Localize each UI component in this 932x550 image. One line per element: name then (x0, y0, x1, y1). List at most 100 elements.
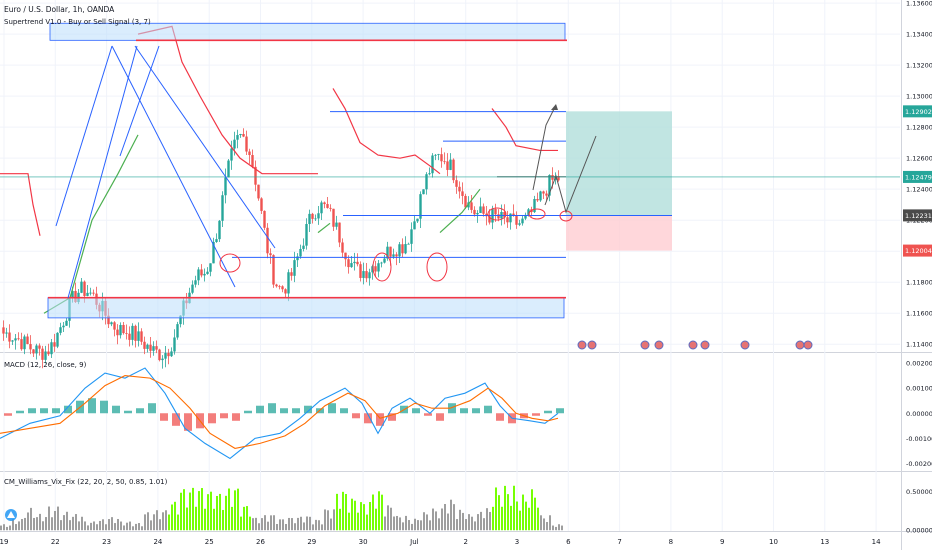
vix-fix-bar (27, 512, 29, 531)
candle (260, 197, 263, 214)
event-flag-icon[interactable] (688, 340, 698, 350)
candle (539, 190, 542, 202)
candle-body (263, 210, 266, 228)
vix-fix-bar (135, 523, 137, 531)
event-flag-icon[interactable] (795, 340, 805, 350)
macd-histogram-bar (448, 403, 456, 414)
vix-fix-bar (285, 524, 287, 531)
vix-fix-bar (432, 508, 434, 531)
vix-fix-bar (177, 514, 179, 531)
vix-fix-bar (444, 504, 446, 531)
vix-fix-bar (258, 523, 260, 531)
price-tick-label: 1.13400 (906, 31, 932, 39)
candle-body (362, 271, 365, 278)
vix-fix-bar (90, 522, 92, 531)
candle (134, 324, 137, 348)
macd-histogram-bar (436, 413, 444, 421)
macd-signal-line (0, 375, 559, 449)
time-tick-label: 9 (720, 538, 724, 546)
macd-histogram-bar (148, 403, 156, 414)
candle (332, 208, 335, 231)
candle-body (428, 173, 431, 175)
candle-body (329, 207, 332, 209)
candle (452, 158, 455, 184)
candle (275, 283, 278, 288)
macd-histogram-bar (208, 413, 216, 424)
candle (149, 337, 152, 358)
macd-tick-label: 0.00000 (906, 410, 932, 418)
vix-fix-bar (351, 498, 353, 531)
candle (176, 321, 179, 340)
candle-body (260, 198, 263, 211)
candle-body (404, 244, 407, 254)
vix-fix-bar (357, 512, 359, 531)
vix-fix-bar (507, 494, 509, 531)
vix-fix-bar (87, 525, 89, 531)
vix-fix-bar (441, 508, 443, 531)
candle (38, 343, 41, 356)
tradingview-logo-icon (5, 509, 17, 521)
time-tick-label: 29 (307, 538, 316, 546)
vix-fix-bar (21, 519, 23, 531)
price-badge (903, 244, 932, 257)
candle (284, 288, 287, 298)
candle-body (128, 333, 131, 340)
event-flag-icon[interactable] (577, 340, 587, 350)
candle (323, 201, 326, 209)
vix-fix-bar (54, 510, 56, 531)
candle-body (257, 184, 260, 199)
supertrend-up-line (43, 134, 139, 314)
event-flag-icon[interactable] (700, 340, 710, 350)
candle (278, 284, 281, 290)
candle (341, 238, 344, 258)
vix-fix-bar (69, 520, 71, 531)
price-badge-label: 1.12902 (905, 108, 932, 116)
candle (395, 252, 398, 266)
vix-fix-bar (219, 493, 221, 531)
vix-fix-bar (150, 520, 152, 531)
vix-fix-bar (36, 517, 38, 531)
event-flag-icon[interactable] (803, 340, 813, 350)
vix-fix-bar (279, 519, 281, 531)
candle (470, 194, 473, 214)
candle (191, 280, 194, 295)
candle-body (506, 217, 509, 223)
swing-low-marker (219, 253, 241, 273)
candle (458, 181, 461, 199)
time-tick-label: 14 (872, 538, 881, 546)
vix-fix-bar (435, 511, 437, 531)
candle (2, 320, 5, 341)
candle-body (299, 248, 302, 257)
vix-fix-bar (153, 514, 155, 531)
candle (236, 129, 239, 149)
vix-fix-bar (198, 491, 200, 531)
candle (155, 340, 158, 354)
event-flag-icon[interactable] (640, 340, 650, 350)
candle (371, 264, 374, 280)
vix-fix-bar (48, 506, 50, 531)
candle (29, 335, 32, 355)
candle-body (536, 199, 539, 201)
candle-body (107, 315, 110, 325)
macd-histogram-bar (424, 413, 432, 416)
macd-tick-label: -0.00100 (906, 435, 932, 443)
candle-body (482, 206, 485, 214)
vix-fix-bar (15, 524, 17, 531)
event-flag-icon[interactable] (587, 340, 597, 350)
candle (239, 133, 242, 138)
candle-body (212, 241, 215, 264)
trend-channel-line (111, 45, 236, 288)
candle-body (548, 175, 551, 196)
vix-fix-bar (312, 524, 314, 531)
candle-body (311, 213, 314, 219)
vix-fix-bar (108, 519, 110, 531)
candle (266, 223, 269, 259)
candle (89, 287, 92, 296)
candle-body (431, 155, 434, 174)
vix-fix-bar (246, 506, 248, 531)
event-flag-icon[interactable] (740, 340, 750, 350)
vix-fix-bar (537, 507, 539, 531)
zone-layer (566, 111, 672, 251)
event-flag-icon[interactable] (654, 340, 664, 350)
candle-body (476, 212, 479, 215)
